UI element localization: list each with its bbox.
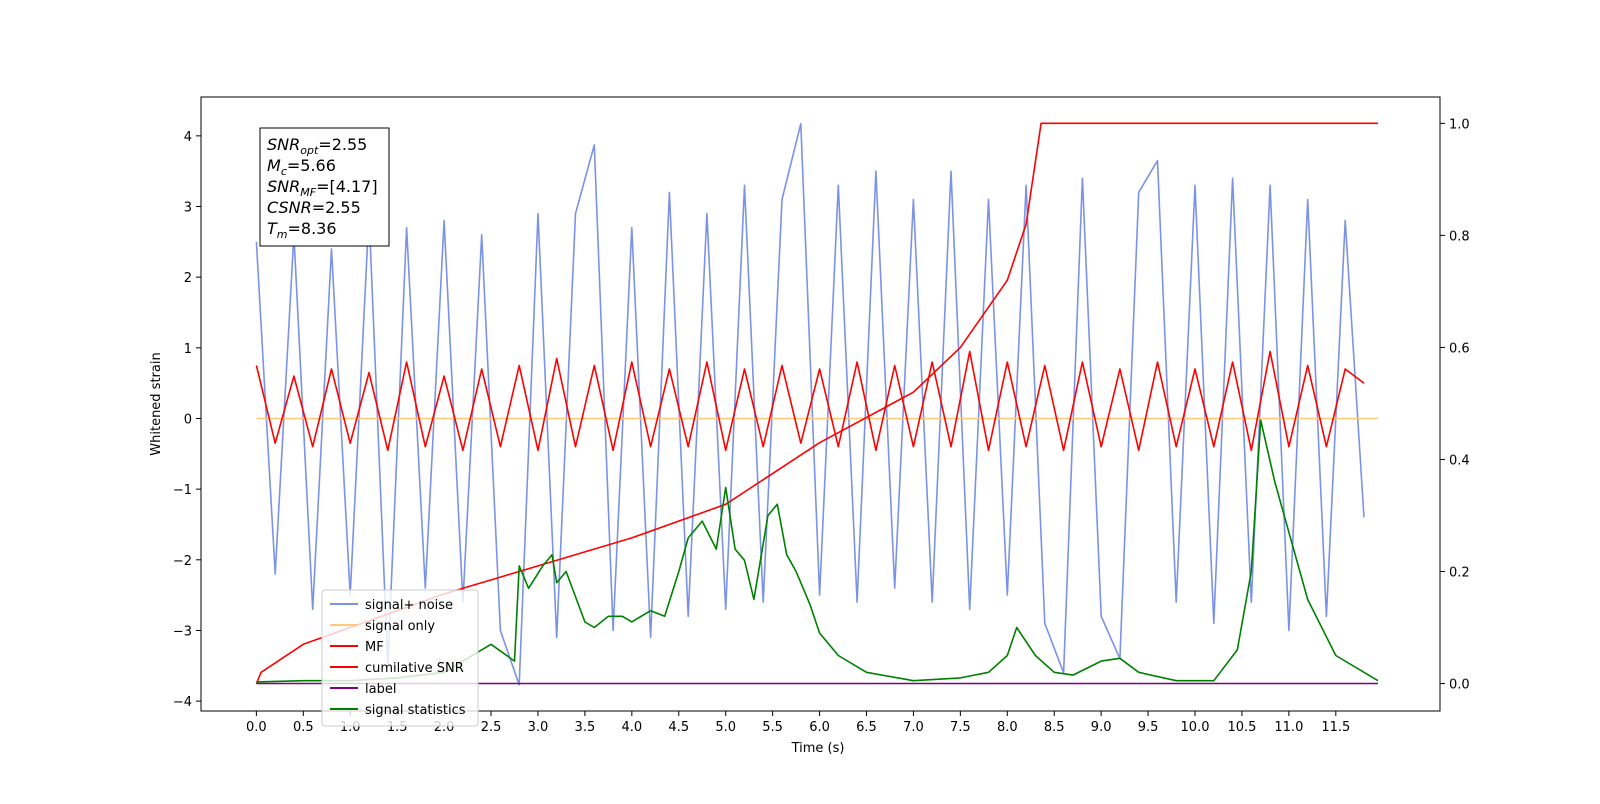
x-tick-label: 11.5	[1321, 720, 1350, 735]
annotation-text: =8.36	[288, 219, 337, 238]
x-tick-label: 0.5	[293, 720, 314, 735]
annotation: SNRMF=[4.17]	[267, 177, 378, 199]
y2-tick-label: 1.0	[1449, 117, 1470, 132]
x-tick-label: 9.0	[1091, 720, 1112, 735]
x-tick-label: 9.5	[1138, 720, 1159, 735]
annotation-text: =2.55	[318, 135, 367, 154]
y-tick-label: 0	[184, 412, 192, 427]
annotation-symbol: CSNR	[267, 198, 312, 217]
y-tick-label: 1	[184, 342, 192, 357]
legend-label: label	[365, 682, 396, 697]
series-line	[256, 419, 1379, 683]
x-tick-label: 5.0	[715, 720, 736, 735]
annotation-text: =5.66	[287, 156, 336, 175]
x-tick-label: 0.0	[246, 720, 267, 735]
plot-frame	[200, 96, 1441, 712]
legend-label: cumilative SNR	[365, 661, 464, 676]
x-tick-label: 4.5	[668, 720, 689, 735]
x-tick-label: 8.0	[997, 720, 1018, 735]
annotation-box	[259, 127, 390, 247]
x-tick-label: 2.5	[481, 720, 502, 735]
series-line	[255, 122, 1378, 684]
annotation-symbol: M	[267, 156, 281, 175]
annotation-subscript: c	[281, 165, 287, 178]
y2-tick-label: 0.2	[1449, 566, 1470, 581]
y2-tick-label: 0.8	[1449, 229, 1470, 244]
annotation: Mc=5.66	[267, 156, 336, 178]
legend-label: signal statistics	[365, 703, 466, 718]
y-tick-label: 4	[184, 130, 192, 145]
annotation: CSNR=2.55	[267, 198, 361, 217]
annotation-subscript: opt	[300, 144, 319, 157]
y2-tick-label: 0.6	[1449, 341, 1470, 356]
x-tick-label: 6.5	[856, 720, 877, 735]
x-tick-label: 6.0	[809, 720, 830, 735]
x-axis-label: Time (s)	[791, 741, 845, 756]
y-tick-label: −3	[173, 624, 192, 639]
x-tick-label: 11.0	[1274, 720, 1303, 735]
y-tick-label: 3	[184, 201, 192, 216]
annotation-text: =2.55	[312, 198, 361, 217]
series-line	[255, 123, 1365, 686]
x-tick-label: 10.0	[1181, 720, 1210, 735]
legend-box	[321, 589, 479, 727]
annotation: Tm=8.36	[267, 219, 337, 241]
annotation-symbol: SNR	[267, 135, 300, 154]
legend-label: MF	[365, 640, 384, 655]
y2-tick-label: 0.0	[1449, 678, 1470, 693]
x-tick-label: 3.5	[575, 720, 596, 735]
x-tick-label: 4.0	[621, 720, 642, 735]
y-tick-label: 2	[184, 271, 192, 286]
x-tick-label: 7.5	[950, 720, 971, 735]
y-axis-label: Whitened strain	[149, 352, 164, 455]
annotation-text: =[4.17]	[316, 177, 378, 196]
legend-label: signal only	[365, 619, 435, 634]
y-tick-label: −4	[173, 695, 192, 710]
x-tick-label: 3.0	[528, 720, 549, 735]
annotation-symbol: T	[267, 219, 278, 238]
legend-label: signal+ noise	[365, 598, 453, 613]
y2-tick-label: 0.4	[1449, 453, 1470, 468]
annotation-subscript: m	[277, 228, 288, 241]
x-tick-label: 8.5	[1044, 720, 1065, 735]
x-tick-label: 7.0	[903, 720, 924, 735]
series-line	[255, 350, 1365, 452]
annotation: SNRopt=2.55	[267, 135, 367, 157]
annotation-subscript: MF	[300, 186, 316, 199]
y-tick-label: −2	[173, 554, 192, 569]
annotation-symbol: SNR	[267, 177, 300, 196]
x-tick-label: 5.5	[762, 720, 783, 735]
y-tick-label: −1	[173, 483, 192, 498]
x-tick-label: 10.5	[1227, 720, 1256, 735]
